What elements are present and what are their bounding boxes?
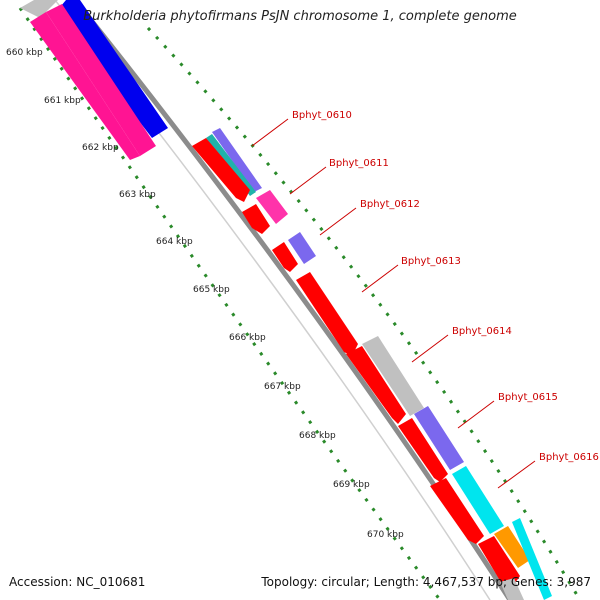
gene-label[interactable]: Bphyt_0613	[401, 256, 461, 267]
gene-label[interactable]: Bphyt_0615	[498, 392, 558, 403]
gene-feature[interactable]	[272, 242, 298, 272]
kbp-label: 664 kbp	[156, 237, 193, 247]
gene-feature[interactable]	[346, 346, 406, 424]
gene-feature[interactable]	[192, 138, 250, 202]
map-title: Burkholderia phytofirmans PsJN chromosom…	[83, 9, 517, 24]
gene-feature[interactable]	[362, 336, 424, 416]
gene-label[interactable]: Bphyt_0614	[452, 326, 512, 337]
kbp-label: 660 kbp	[6, 48, 43, 58]
inner-tick-guide	[18, 7, 442, 600]
genome-summary-text: Topology: circular; Length: 4,467,537 bp…	[261, 575, 591, 589]
outer-tick-guide	[146, 26, 582, 600]
kbp-label: 668 kbp	[299, 431, 336, 441]
accession-text: Accession: NC_010681	[9, 575, 146, 589]
gene-feature[interactable]	[46, 4, 156, 156]
gene-labels: Bphyt_0610 Bphyt_0611 Bphyt_0612 Bphyt_0…	[292, 110, 599, 463]
gene-feature[interactable]	[20, 0, 58, 18]
gene-feature[interactable]	[206, 134, 256, 196]
gene-feature[interactable]	[212, 128, 262, 192]
kbp-label: 665 kbp	[193, 285, 230, 295]
gene-label[interactable]: Bphyt_0616	[539, 452, 599, 463]
gene-feature[interactable]	[242, 204, 270, 234]
gene-feature[interactable]	[414, 406, 464, 470]
tick-guides	[18, 7, 582, 600]
gene-feature[interactable]	[478, 536, 520, 590]
kbp-label: 663 kbp	[119, 190, 156, 200]
gene-feature[interactable]	[500, 578, 524, 600]
kbp-label: 670 kbp	[367, 530, 404, 540]
gene-feature[interactable]	[452, 466, 504, 534]
callout-lines	[251, 118, 536, 489]
gene-feature[interactable]	[288, 232, 316, 264]
gene-feature[interactable]	[56, 0, 168, 138]
kbp-label: 666 kbp	[229, 333, 266, 343]
gene-features	[20, 0, 552, 600]
gene-feature[interactable]	[256, 190, 288, 224]
gene-feature[interactable]	[494, 526, 530, 568]
kbp-label: 667 kbp	[264, 382, 301, 392]
kbp-label: 662 kbp	[82, 143, 119, 153]
gene-feature[interactable]	[512, 518, 552, 600]
gene-label[interactable]: Bphyt_0612	[360, 199, 420, 210]
gene-label[interactable]: Bphyt_0610	[292, 110, 352, 121]
kbp-label: 661 kbp	[44, 96, 81, 106]
kbp-labels: 660 kbp 661 kbp 662 kbp 663 kbp 664 kbp …	[6, 48, 404, 540]
gene-feature[interactable]	[430, 478, 484, 544]
kbp-label: 669 kbp	[333, 480, 370, 490]
gene-feature[interactable]	[296, 272, 358, 356]
gene-feature[interactable]	[398, 418, 448, 482]
gene-label[interactable]: Bphyt_0611	[329, 158, 389, 169]
gene-feature[interactable]	[30, 12, 140, 160]
